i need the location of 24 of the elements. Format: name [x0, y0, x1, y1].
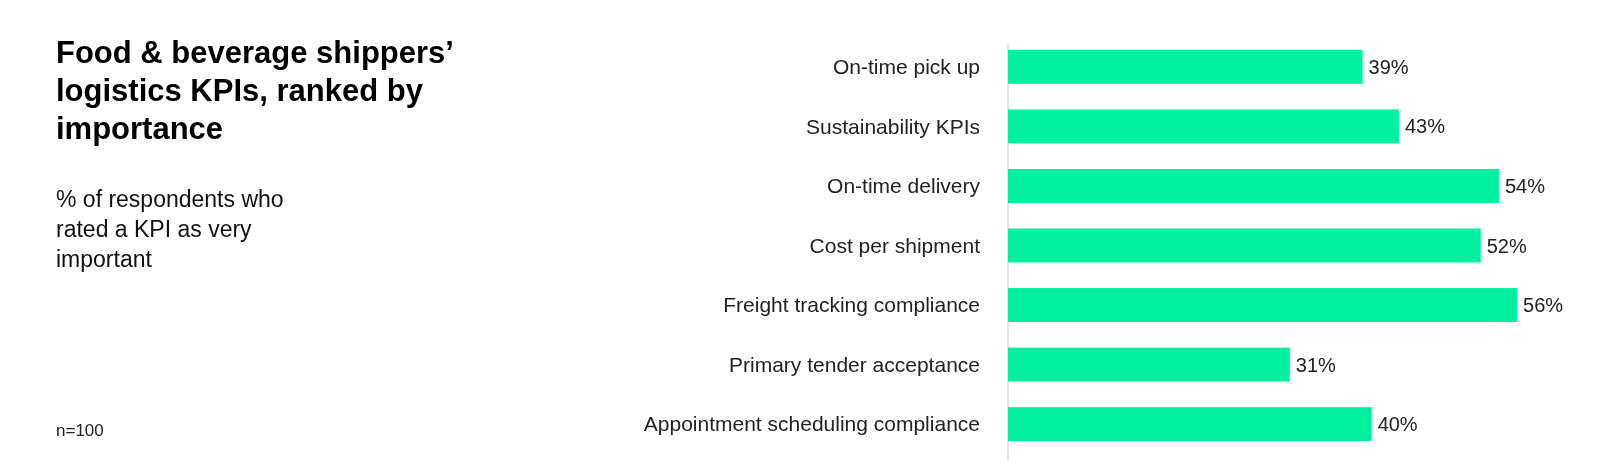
- data-label: 31%: [1295, 353, 1337, 376]
- y-tick-label: On-time pick up: [832, 55, 980, 79]
- bar: [1008, 109, 1399, 144]
- y-tick-label: Primary tender acceptance: [729, 352, 980, 376]
- data-label: 52%: [1486, 234, 1527, 257]
- y-tick-label: Appointment scheduling compliance: [643, 412, 980, 436]
- data-label: 39%: [1368, 55, 1409, 78]
- y-tick-label: Sustainability KPIs: [806, 114, 980, 138]
- bar: [1008, 228, 1481, 263]
- data-label: 56%: [1523, 294, 1564, 317]
- y-tick-label: Freight tracking compliance: [723, 293, 980, 317]
- data-label: 43%: [1404, 115, 1446, 138]
- bar: [1008, 407, 1372, 442]
- bar: [1008, 168, 1499, 203]
- data-label: 40%: [1377, 413, 1418, 436]
- text: n=100: [56, 421, 104, 440]
- text: Food & beverage shippers’ logistics KPIs, ranked by importance: [56, 35, 454, 146]
- y-tick-label: On-time delivery: [827, 174, 981, 198]
- bar: [1008, 288, 1518, 323]
- bar: [1008, 347, 1290, 382]
- text: % of respondents who rated a KPI as very important: [56, 186, 284, 272]
- data-label: 54%: [1504, 174, 1546, 197]
- y-tick-label: Cost per shipment: [809, 233, 981, 257]
- bar: [1008, 49, 1363, 84]
